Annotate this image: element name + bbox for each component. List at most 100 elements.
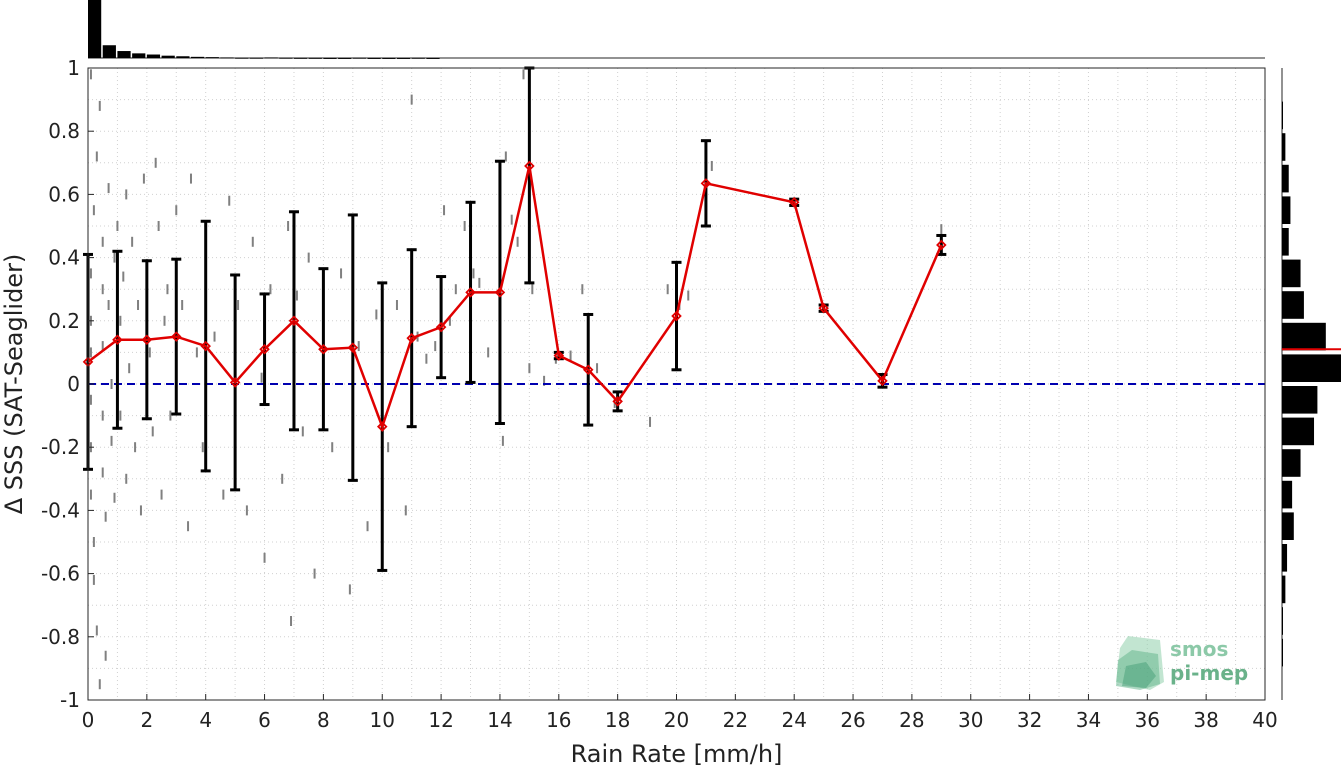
scatter-point (569, 350, 572, 361)
top-histogram-bar (382, 57, 396, 59)
scatter-point (107, 183, 110, 194)
top-histogram-bar (293, 57, 308, 59)
scatter-point (260, 372, 263, 383)
right-histogram-bar (1282, 449, 1301, 477)
scatter-point (472, 268, 475, 279)
right-histogram-bar (1282, 291, 1304, 319)
x-tick-label: 28 (899, 708, 924, 732)
scatter-point (92, 537, 95, 547)
scatter-point (113, 492, 116, 503)
x-tick-label: 4 (199, 708, 212, 732)
scatter-point (307, 252, 310, 263)
data-point-marker (112, 334, 123, 346)
scatter-point (175, 205, 178, 216)
scatter-point (531, 284, 534, 295)
scatter-point (366, 521, 369, 532)
scatter-point (687, 290, 690, 301)
data-point-marker (818, 302, 829, 314)
scatter-point (487, 347, 490, 358)
y-tick-label: -0.4 (41, 498, 80, 522)
top-histogram-bar (220, 57, 234, 59)
top-histogram-bar (205, 57, 219, 59)
right-histogram-bar (1282, 196, 1291, 224)
data-point-marker (435, 321, 447, 333)
data-point-marker (259, 343, 270, 355)
right-histogram-bar (1282, 480, 1293, 509)
x-tick-label: 30 (958, 708, 983, 732)
data-point-marker (700, 178, 712, 189)
scatter-point (263, 552, 266, 563)
scatter-point (425, 353, 428, 364)
scatter-point (110, 379, 113, 389)
right-histogram-bar (1282, 164, 1289, 193)
right-histogram-bar (1282, 575, 1286, 604)
scatter-point (581, 284, 584, 295)
top-histogram-bar (411, 57, 425, 59)
y-axis-label: Δ SSS (SAT-Seaglider) (0, 254, 28, 515)
scatter-point (666, 284, 669, 295)
top-histogram-bar (190, 56, 205, 58)
right-histogram-bar (1282, 322, 1326, 351)
scatter-point (201, 442, 204, 453)
scatter-point (357, 341, 360, 352)
scatter-point (269, 284, 272, 295)
scatter-point (404, 505, 407, 516)
top-histogram-bar (235, 57, 249, 59)
scatter-point (89, 347, 92, 358)
y-tick-label: -1 (60, 688, 80, 712)
scatter-point (157, 221, 160, 231)
data-point-marker (494, 287, 506, 298)
scatter-point (348, 584, 351, 595)
scatter-point (101, 467, 104, 478)
y-tick-label: 0.6 (48, 182, 80, 206)
scatter-point (375, 309, 378, 320)
right-histogram-bar (1282, 228, 1289, 256)
scatter-point (89, 268, 92, 279)
scatter-point (154, 157, 157, 168)
scatter-point (151, 426, 154, 437)
scatter-point (281, 473, 284, 484)
x-tick-label: 36 (1135, 708, 1160, 732)
scatter-point (101, 284, 104, 295)
scatter-point (245, 505, 248, 516)
scatter-point (195, 347, 198, 358)
x-tick-label: 34 (1076, 708, 1101, 732)
series-line (87, 165, 943, 431)
scatter-point (395, 300, 398, 310)
scatter-point (166, 284, 169, 295)
logo-line2: pi-mep (1170, 661, 1248, 685)
scatter-point (125, 473, 128, 484)
top-histogram-bar (132, 53, 146, 58)
series-markers (82, 160, 947, 432)
scatter-point (189, 173, 192, 184)
top-histogram-bar (176, 56, 190, 58)
top-histogram-bar (367, 57, 381, 59)
data-point-marker (318, 343, 329, 355)
scatter-point (251, 236, 254, 247)
data-point-marker (229, 377, 241, 388)
top-histogram-bar (161, 55, 175, 58)
scatter-point (122, 271, 125, 282)
scatter-point (301, 426, 304, 437)
scatter-point (98, 100, 101, 111)
scatter-point (134, 442, 137, 453)
y-tick-label: 0 (67, 372, 80, 396)
right-histogram-bar (1282, 133, 1286, 161)
scatter-point (340, 268, 343, 279)
scatter-point (528, 363, 531, 374)
x-tick-label: 16 (546, 708, 571, 732)
scatter-point (710, 160, 713, 171)
right-histogram-bar (1282, 638, 1283, 667)
top-histogram (88, 0, 1265, 59)
data-point-marker (553, 350, 565, 361)
data-point-marker (288, 315, 300, 327)
scatter-point (137, 300, 140, 310)
scatter-point (187, 521, 190, 532)
data-point-marker (582, 364, 594, 376)
scatter-point (387, 442, 390, 453)
scatter-point (295, 290, 298, 301)
data-point-marker (465, 287, 476, 298)
x-tick-label: 18 (605, 708, 630, 732)
scatter-point (222, 489, 225, 500)
scatter-point (92, 574, 95, 585)
